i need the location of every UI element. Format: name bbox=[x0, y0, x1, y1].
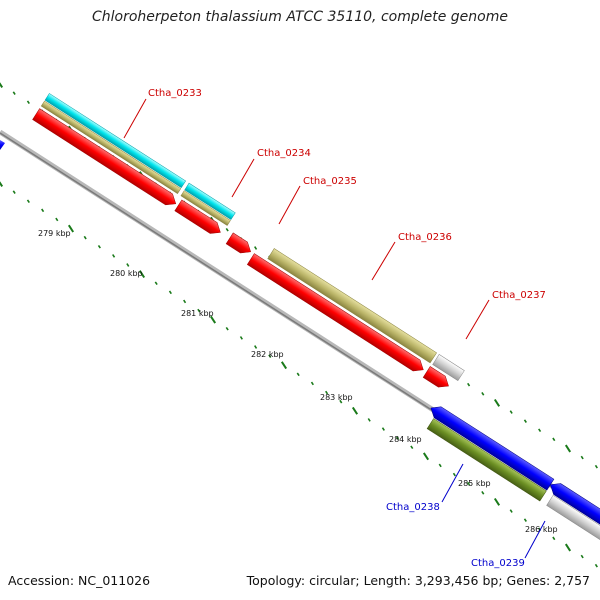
tick-mark bbox=[268, 354, 272, 358]
cds-ctha-0239[interactable] bbox=[547, 479, 600, 564]
tick-mark bbox=[564, 444, 572, 453]
gene-label-ctha-0238[interactable]: Ctha_0238 bbox=[386, 502, 440, 513]
kbp-label-283: 283 kbp bbox=[320, 393, 353, 402]
topology-text: Topology: circular; Length: 3,293,456 bp… bbox=[246, 573, 590, 588]
tick-mark bbox=[438, 463, 442, 468]
tick-mark bbox=[154, 281, 158, 286]
tick-mark bbox=[467, 481, 471, 486]
tick-mark bbox=[396, 436, 400, 440]
feature-gray-1[interactable] bbox=[432, 354, 465, 382]
tick-mark bbox=[509, 410, 513, 414]
tick-mark bbox=[197, 308, 201, 313]
map-title: Chloroherpeton thalassium ATCC 35110, co… bbox=[92, 9, 508, 25]
kbp-label-279: 279 kbp bbox=[38, 229, 71, 238]
tick-mark bbox=[481, 391, 485, 396]
feature-khaki-2[interactable] bbox=[180, 190, 231, 226]
tick-mark bbox=[12, 91, 16, 95]
kbp-label-284: 284 kbp bbox=[389, 435, 422, 444]
tick-mark bbox=[138, 270, 146, 279]
tick-mark bbox=[351, 406, 359, 415]
tick-mark bbox=[580, 554, 584, 559]
tick-mark bbox=[367, 418, 371, 422]
tick-mark bbox=[509, 509, 513, 513]
gene-label-ctha-0239[interactable]: Ctha_0239 bbox=[471, 558, 525, 569]
gene-label-ctha-0236[interactable]: Ctha_0236 bbox=[398, 232, 452, 243]
tick-mark bbox=[467, 382, 471, 387]
inner-tick-ring bbox=[0, 181, 598, 568]
tick-mark bbox=[493, 497, 501, 506]
tick-mark bbox=[254, 345, 258, 349]
tick-mark bbox=[523, 419, 527, 423]
tick-mark bbox=[209, 315, 217, 324]
feature-olive-1[interactable] bbox=[426, 418, 547, 502]
tick-mark bbox=[67, 224, 75, 233]
tick-mark bbox=[493, 398, 501, 407]
tick-mark bbox=[41, 208, 45, 213]
kbp-label-282: 282 kbp bbox=[251, 350, 284, 359]
gene-label-ctha-0237[interactable]: Ctha_0237 bbox=[492, 290, 546, 301]
cds-left-edge[interactable] bbox=[0, 140, 5, 150]
kbp-label-286: 286 kbp bbox=[525, 525, 558, 534]
tick-mark bbox=[254, 246, 258, 250]
tick-mark bbox=[97, 244, 101, 249]
feature-cyan-1[interactable] bbox=[44, 93, 186, 189]
tick-mark bbox=[0, 82, 4, 88]
tick-mark bbox=[410, 445, 414, 450]
cds-ctha-0236[interactable] bbox=[246, 253, 427, 376]
cds-ctha-0238[interactable] bbox=[427, 402, 555, 491]
gene-label-ctha-0233[interactable]: Ctha_0233 bbox=[148, 88, 202, 99]
gene-label-ctha-0234[interactable]: Ctha_0234 bbox=[257, 148, 311, 159]
tick-mark bbox=[168, 290, 172, 295]
gene-labels: Ctha_0233 Ctha_0234 Ctha_0235 Ctha_0236 … bbox=[148, 88, 546, 569]
tick-mark bbox=[339, 399, 343, 404]
feature-cyan-2[interactable] bbox=[184, 182, 236, 220]
tick-mark bbox=[183, 299, 187, 304]
tick-mark bbox=[564, 543, 572, 552]
tick-mark bbox=[481, 490, 485, 495]
tick-mark bbox=[26, 199, 30, 204]
feature-gray-2[interactable] bbox=[546, 494, 600, 576]
gene-label-ctha-0235[interactable]: Ctha_0235 bbox=[303, 176, 357, 187]
tick-mark bbox=[280, 361, 288, 370]
tick-mark bbox=[580, 455, 584, 460]
kbp-tick-labels: 279 kbp 280 kbp 281 kbp 282 kbp 283 kbp … bbox=[38, 229, 558, 534]
tick-mark bbox=[552, 536, 556, 541]
tick-mark bbox=[325, 390, 329, 395]
cds-ctha-0235[interactable] bbox=[225, 232, 254, 257]
tick-mark bbox=[83, 235, 87, 240]
tick-mark bbox=[239, 336, 243, 340]
accession-text: Accession: NC_011026 bbox=[8, 573, 151, 588]
tick-mark bbox=[55, 217, 59, 222]
cds-ctha-0233[interactable] bbox=[32, 108, 180, 210]
tick-mark bbox=[523, 518, 527, 522]
tick-mark bbox=[225, 227, 229, 232]
tick-mark bbox=[296, 372, 300, 377]
tick-mark bbox=[112, 254, 116, 258]
tick-mark bbox=[12, 190, 16, 194]
tick-mark bbox=[381, 427, 385, 431]
tick-mark bbox=[310, 381, 314, 386]
tick-mark bbox=[422, 452, 430, 461]
cds-ctha-0234[interactable] bbox=[174, 199, 224, 238]
tick-mark bbox=[452, 472, 456, 477]
tick-mark bbox=[552, 437, 556, 442]
tick-mark bbox=[594, 563, 598, 568]
kbp-label-280: 280 kbp bbox=[110, 269, 143, 278]
gene-label-leaders bbox=[123, 98, 546, 559]
feature-khaki-3[interactable] bbox=[267, 248, 437, 364]
feature-khaki-1[interactable] bbox=[40, 100, 182, 194]
tick-mark bbox=[26, 100, 30, 105]
tick-mark bbox=[594, 464, 598, 469]
cds-ctha-0237[interactable] bbox=[422, 366, 452, 391]
tick-mark bbox=[126, 263, 130, 267]
tick-mark bbox=[538, 428, 542, 433]
tick-mark bbox=[225, 326, 229, 331]
kbp-label-285: 285 kbp bbox=[458, 479, 491, 488]
kbp-label-281: 281 kbp bbox=[181, 309, 214, 318]
tick-mark bbox=[0, 181, 4, 187]
